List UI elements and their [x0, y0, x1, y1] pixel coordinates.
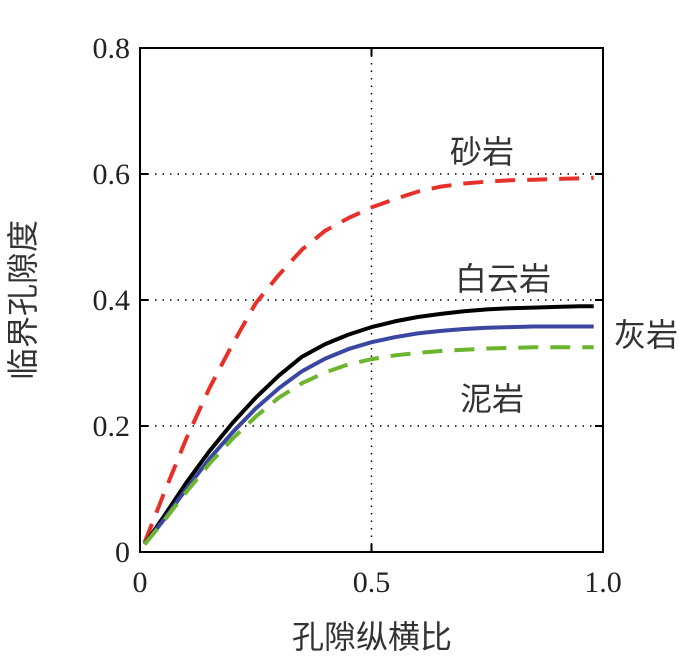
y-tick-label-1: 0.2 [93, 410, 131, 443]
series-group [142, 175, 594, 546]
y-tick-label-3: 0.6 [93, 158, 131, 191]
x-tick-label-0: 0 [133, 566, 148, 599]
series-labels: 砂岩 白云岩 灰岩 泥岩 [450, 133, 678, 418]
series-line-limestone [143, 324, 594, 546]
x-tick-label-2: 1.0 [584, 566, 622, 599]
y-tick-label-0: 0 [115, 536, 130, 569]
series-line-mudstone [143, 345, 594, 546]
series-line-dolomite [142, 304, 594, 546]
x-axis-label: 孔隙纵横比 [292, 618, 452, 656]
axis-ticks: 0 0.2 0.4 0.6 0.8 0 0.5 1.0 [93, 32, 622, 599]
y-axis-label: 临界孔隙度 [4, 220, 42, 380]
grid-lines [140, 48, 603, 552]
label-dolomite: 白云岩 [455, 260, 551, 298]
label-limestone: 灰岩 [614, 316, 678, 354]
y-tick-label-4: 0.8 [93, 32, 131, 65]
label-mudstone: 泥岩 [460, 380, 524, 418]
series-line-sandstone [142, 175, 594, 544]
y-tick-label-2: 0.4 [93, 284, 131, 317]
x-tick-label-1: 0.5 [353, 566, 391, 599]
label-sandstone: 砂岩 [450, 133, 514, 171]
